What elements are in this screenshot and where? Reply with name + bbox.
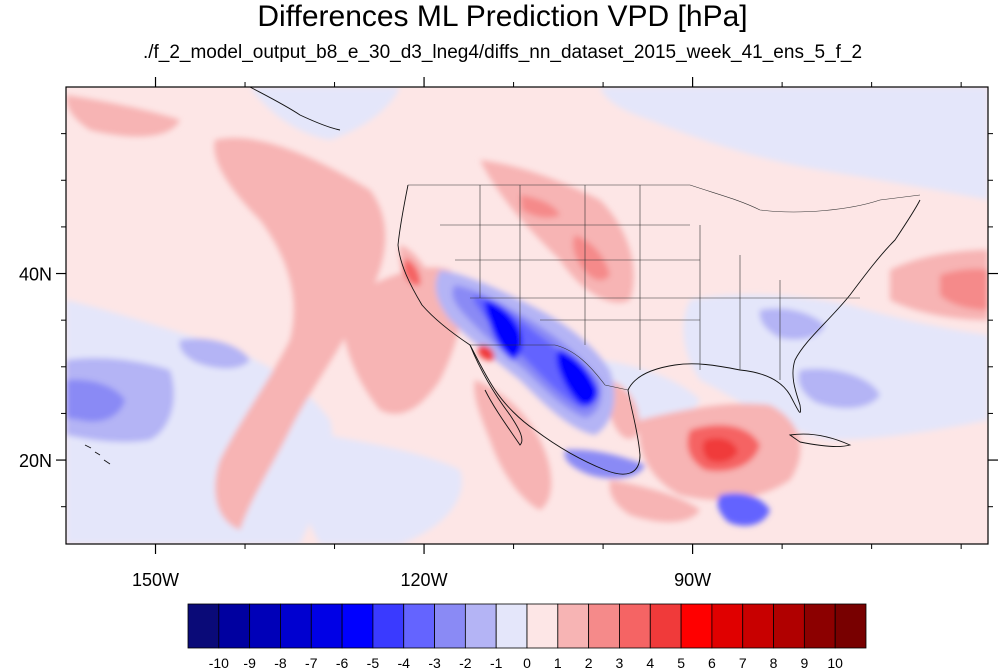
contour-pos1-subtropics [340, 267, 461, 414]
colorbar-swatch [341, 603, 374, 649]
colorbar-swatch [280, 603, 312, 649]
colorbar-label: 1 [554, 655, 562, 671]
contour-neg1-southeast-us [683, 294, 988, 440]
colorbar-label: -3 [428, 655, 441, 671]
colorbar-swatch [803, 603, 836, 649]
colorbar-swatch [372, 603, 405, 649]
colorbar-swatch [218, 603, 251, 649]
colorbar-label: 8 [770, 655, 778, 671]
contour-pos1-baja [474, 380, 552, 510]
colorbar-label: 10 [827, 655, 843, 671]
colorbar-label: -10 [209, 655, 229, 671]
border-us-mexico [470, 344, 629, 391]
lat-tick-label: 40N [19, 265, 52, 285]
latitude-axis: 40N 20N [19, 133, 998, 508]
colorbar-label: -1 [490, 655, 503, 671]
coastline-hawaii [84, 444, 111, 465]
contour-pos2-atlantic-core [940, 268, 988, 310]
lon-tick-label: 120W [401, 570, 448, 590]
border-states-vertical [479, 185, 781, 380]
political-borders [408, 184, 921, 391]
colorbar-label: -4 [398, 655, 411, 671]
contour-pos1-texas [606, 380, 640, 439]
colorbar-label: 2 [585, 655, 593, 671]
colorbar-label: 6 [708, 655, 716, 671]
colorbar-label: -9 [243, 655, 256, 671]
colorbar-label: 7 [739, 655, 747, 671]
colorbar-swatch [773, 603, 805, 649]
colorbar: -10 -9 -8 -7 -6 -5 -4 -3 -2 -1 0 1 2 3 4 5 6 7 8 9 10 [187, 603, 867, 671]
colorbar-label: -7 [305, 655, 318, 671]
colorbar-label: -6 [336, 655, 349, 671]
colorbar-swatch [495, 603, 528, 649]
contour-neg3-central-america [717, 493, 770, 526]
colorbar-label: 4 [646, 655, 654, 671]
contour-neg1-west-pacific [66, 300, 333, 544]
contour-pos1-pacific-band [214, 138, 386, 530]
contour-pos2-northern-plains [520, 195, 560, 218]
colorbar-swatch [526, 603, 559, 649]
contour-pos1-northwest-pacific [66, 95, 180, 137]
colorbar-swatch [187, 603, 220, 649]
contour-neg3-hawaii-core [66, 379, 125, 422]
lon-tick-label: 90W [674, 570, 711, 590]
contour-pos1-central-america [609, 480, 700, 522]
colorbar-swatch [680, 603, 713, 649]
coastline-alaska [249, 87, 341, 131]
contour-neg5-mexico-core [556, 350, 598, 406]
colorbar-swatch [403, 603, 435, 649]
lat-tick-label: 20N [19, 451, 52, 471]
longitude-axis: 150W 120W 90W [132, 77, 962, 590]
colorbar-label: -2 [459, 655, 472, 671]
colorbar-swatch [434, 603, 466, 649]
contour-neg3-southern-mexico [564, 449, 645, 479]
contour-fills [66, 87, 988, 544]
map-subtitle: ./f_2_model_output_b8_e_30_d3_lneg4/diff… [142, 42, 863, 63]
contour-neg1-east-pacific [298, 430, 462, 544]
colorbar-label: 9 [800, 655, 808, 671]
lon-tick-label: 150W [132, 570, 179, 590]
colorbar-swatch [588, 603, 620, 649]
map-title: Differences ML Prediction VPD [hPa] [257, 0, 748, 33]
colorbar-label: 5 [677, 655, 685, 671]
contour-pos5-baja-core [478, 345, 495, 361]
contour-pos3-california-core [403, 258, 421, 286]
contour-pos5-caribbean-core [702, 438, 738, 463]
contour-neg1-north-pacific [250, 87, 400, 140]
contour-neg2-pacific-south [179, 338, 250, 369]
colorbar-swatch [711, 603, 744, 649]
colorbar-swatch [649, 603, 682, 649]
contour-neg2-florida [798, 368, 880, 409]
coastline-cuba [788, 433, 852, 447]
colorbar-label: -5 [367, 655, 380, 671]
colorbar-swatch [742, 603, 774, 649]
colorbar-label: -8 [274, 655, 287, 671]
border-us-canada [408, 184, 921, 213]
contour-neg2-southeast-us [759, 308, 825, 340]
plot-area [66, 87, 988, 544]
coastline-baja [469, 344, 523, 446]
colorbar-swatch [834, 603, 867, 649]
colorbar-label: 3 [616, 655, 624, 671]
colorbar-swatch [464, 603, 497, 649]
colorbar-label: 0 [523, 655, 531, 671]
colorbar-swatch [310, 603, 343, 649]
contour-neg1-canada [600, 87, 988, 200]
colorbar-swatch [619, 603, 651, 649]
plot-frame [65, 86, 989, 545]
contour-pos2-plains-core [572, 235, 610, 281]
colorbar-swatch [557, 603, 590, 649]
colorbar-swatch [249, 603, 281, 649]
border-states-horizontal [440, 224, 860, 321]
